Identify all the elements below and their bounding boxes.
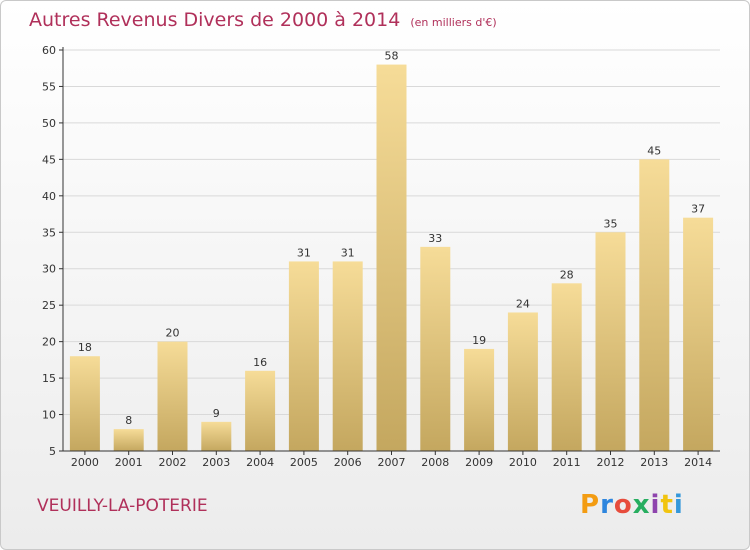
x-tick-label-2003: 2003 xyxy=(202,456,230,469)
data-label-2011: 28 xyxy=(560,268,574,281)
chart-title-text: Autres Revenus Divers de 2000 à 2014 xyxy=(29,9,401,31)
y-tick-label: 60 xyxy=(42,44,56,57)
data-label-2000: 18 xyxy=(78,341,92,354)
bar-2001 xyxy=(113,429,144,451)
bar-2009 xyxy=(464,348,495,451)
data-label-2003: 9 xyxy=(213,407,220,420)
x-tick-label-2013: 2013 xyxy=(640,456,668,469)
y-tick-label: 55 xyxy=(42,80,56,93)
brand-letter: i xyxy=(673,490,684,520)
x-tick-label-2012: 2012 xyxy=(597,456,625,469)
y-tick-label: 10 xyxy=(42,409,56,422)
data-label-2002: 20 xyxy=(166,327,180,340)
brand-letter: i xyxy=(650,490,661,520)
data-label-2014: 37 xyxy=(691,203,705,216)
bar-2006 xyxy=(332,261,363,451)
bar-2007 xyxy=(376,64,407,451)
data-label-2005: 31 xyxy=(297,246,311,259)
data-label-2010: 24 xyxy=(516,297,530,310)
brand-letter: P xyxy=(580,490,601,520)
chart-title: Autres Revenus Divers de 2000 à 2014 (en… xyxy=(29,9,497,31)
x-tick-label-2005: 2005 xyxy=(290,456,318,469)
brand-letter: t xyxy=(660,490,674,520)
bar-2005 xyxy=(288,261,319,451)
y-tick-label: 15 xyxy=(42,372,56,385)
y-tick-label: 25 xyxy=(42,299,56,312)
y-tick-label: 30 xyxy=(42,263,56,276)
y-tick-label: 50 xyxy=(42,117,56,130)
x-tick-label-2014: 2014 xyxy=(684,456,712,469)
y-tick-label: 40 xyxy=(42,190,56,203)
x-tick-label-2001: 2001 xyxy=(115,456,143,469)
data-label-2007: 58 xyxy=(385,50,399,63)
commune-name: VEUILLY-LA-POTERIE xyxy=(37,496,208,516)
bar-2004 xyxy=(245,370,276,451)
data-label-2009: 19 xyxy=(472,334,486,347)
bar-2002 xyxy=(157,341,188,451)
x-tick-label-2007: 2007 xyxy=(378,456,406,469)
bar-2003 xyxy=(201,421,232,451)
x-tick-label-2011: 2011 xyxy=(553,456,581,469)
bar-2012 xyxy=(595,232,626,451)
brand-logo: Proxiti xyxy=(580,490,684,520)
bar-2000 xyxy=(69,356,100,451)
bars xyxy=(69,64,714,451)
data-label-2013: 45 xyxy=(647,144,661,157)
x-tick-label-2004: 2004 xyxy=(246,456,274,469)
brand-letter: r xyxy=(600,490,614,520)
data-label-2008: 33 xyxy=(428,232,442,245)
y-tick-label: 35 xyxy=(42,226,56,239)
bar-2008 xyxy=(420,246,451,451)
bar-2014 xyxy=(683,217,714,451)
x-tick-label-2009: 2009 xyxy=(465,456,493,469)
data-label-2012: 35 xyxy=(604,217,618,230)
chart-unit: (en milliers d'€) xyxy=(410,16,497,29)
brand-letter: x xyxy=(632,490,651,520)
bar-2010 xyxy=(507,312,538,451)
x-tick-label-2008: 2008 xyxy=(421,456,449,469)
bar-2013 xyxy=(639,159,670,451)
x-tick-label-2000: 2000 xyxy=(71,456,99,469)
bar-2011 xyxy=(551,283,582,451)
axes: 5 10 15 20 25 30 35 40 45 50 55 60 2000 2001 2002 2003 2… xyxy=(42,44,720,469)
y-tick-label: 45 xyxy=(42,153,56,166)
x-tick-label-2010: 2010 xyxy=(509,456,537,469)
y-tick-label: 5 xyxy=(49,445,56,458)
brand-letter: o xyxy=(613,490,633,520)
data-label-2006: 31 xyxy=(341,246,355,259)
data-label-2004: 16 xyxy=(253,356,267,369)
y-tick-label: 20 xyxy=(42,336,56,349)
x-tick-label-2002: 2002 xyxy=(159,456,187,469)
data-labels: 18 8 20 9 16 31 31 58 33 19 24 28 35 45 37 xyxy=(78,50,705,428)
x-tick-label-2006: 2006 xyxy=(334,456,362,469)
data-label-2001: 8 xyxy=(125,414,132,427)
